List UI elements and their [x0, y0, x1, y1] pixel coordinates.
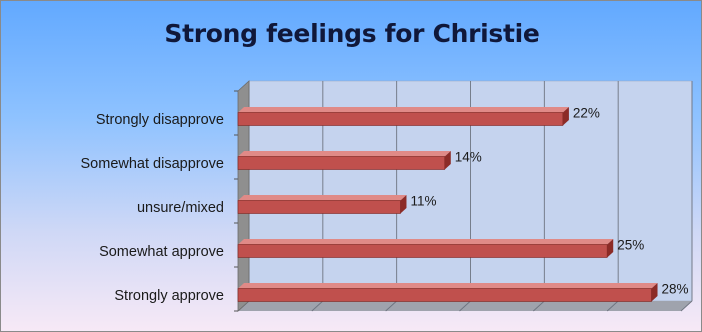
floor-gridline: [680, 300, 693, 312]
floor-gridline: [459, 300, 471, 312]
bar-side: [651, 283, 658, 302]
data-label: 11%: [410, 194, 436, 209]
bar-top: [238, 151, 451, 157]
floor-gridline: [311, 300, 324, 312]
bar-side: [444, 151, 451, 170]
floor-gridline: [606, 300, 619, 312]
bar-top: [238, 283, 658, 289]
bar-side: [400, 195, 407, 214]
category-label: unsure/mixed: [137, 200, 224, 216]
data-label: 22%: [573, 106, 600, 121]
bar-side: [607, 239, 614, 258]
bar-side: [562, 107, 569, 126]
data-label: 25%: [617, 238, 644, 253]
bar: [237, 112, 564, 126]
floor-gridline: [533, 300, 545, 312]
category-label: Somewhat disapprove: [81, 156, 224, 172]
category-label: Strongly approve: [114, 288, 224, 304]
chart-title: Strong feelings for Christie: [164, 19, 540, 48]
data-label: 14%: [455, 150, 482, 165]
category-label: Somewhat approve: [99, 244, 224, 260]
bar: [237, 156, 446, 170]
bar: [237, 244, 608, 258]
bar: [237, 288, 652, 302]
bar: [237, 200, 401, 214]
data-label: 28%: [662, 282, 689, 297]
bar-top: [238, 107, 569, 113]
bar-top: [238, 239, 614, 245]
category-label: Strongly disapprove: [96, 112, 224, 128]
bar-top: [238, 195, 407, 201]
floor-gridline: [385, 300, 397, 312]
